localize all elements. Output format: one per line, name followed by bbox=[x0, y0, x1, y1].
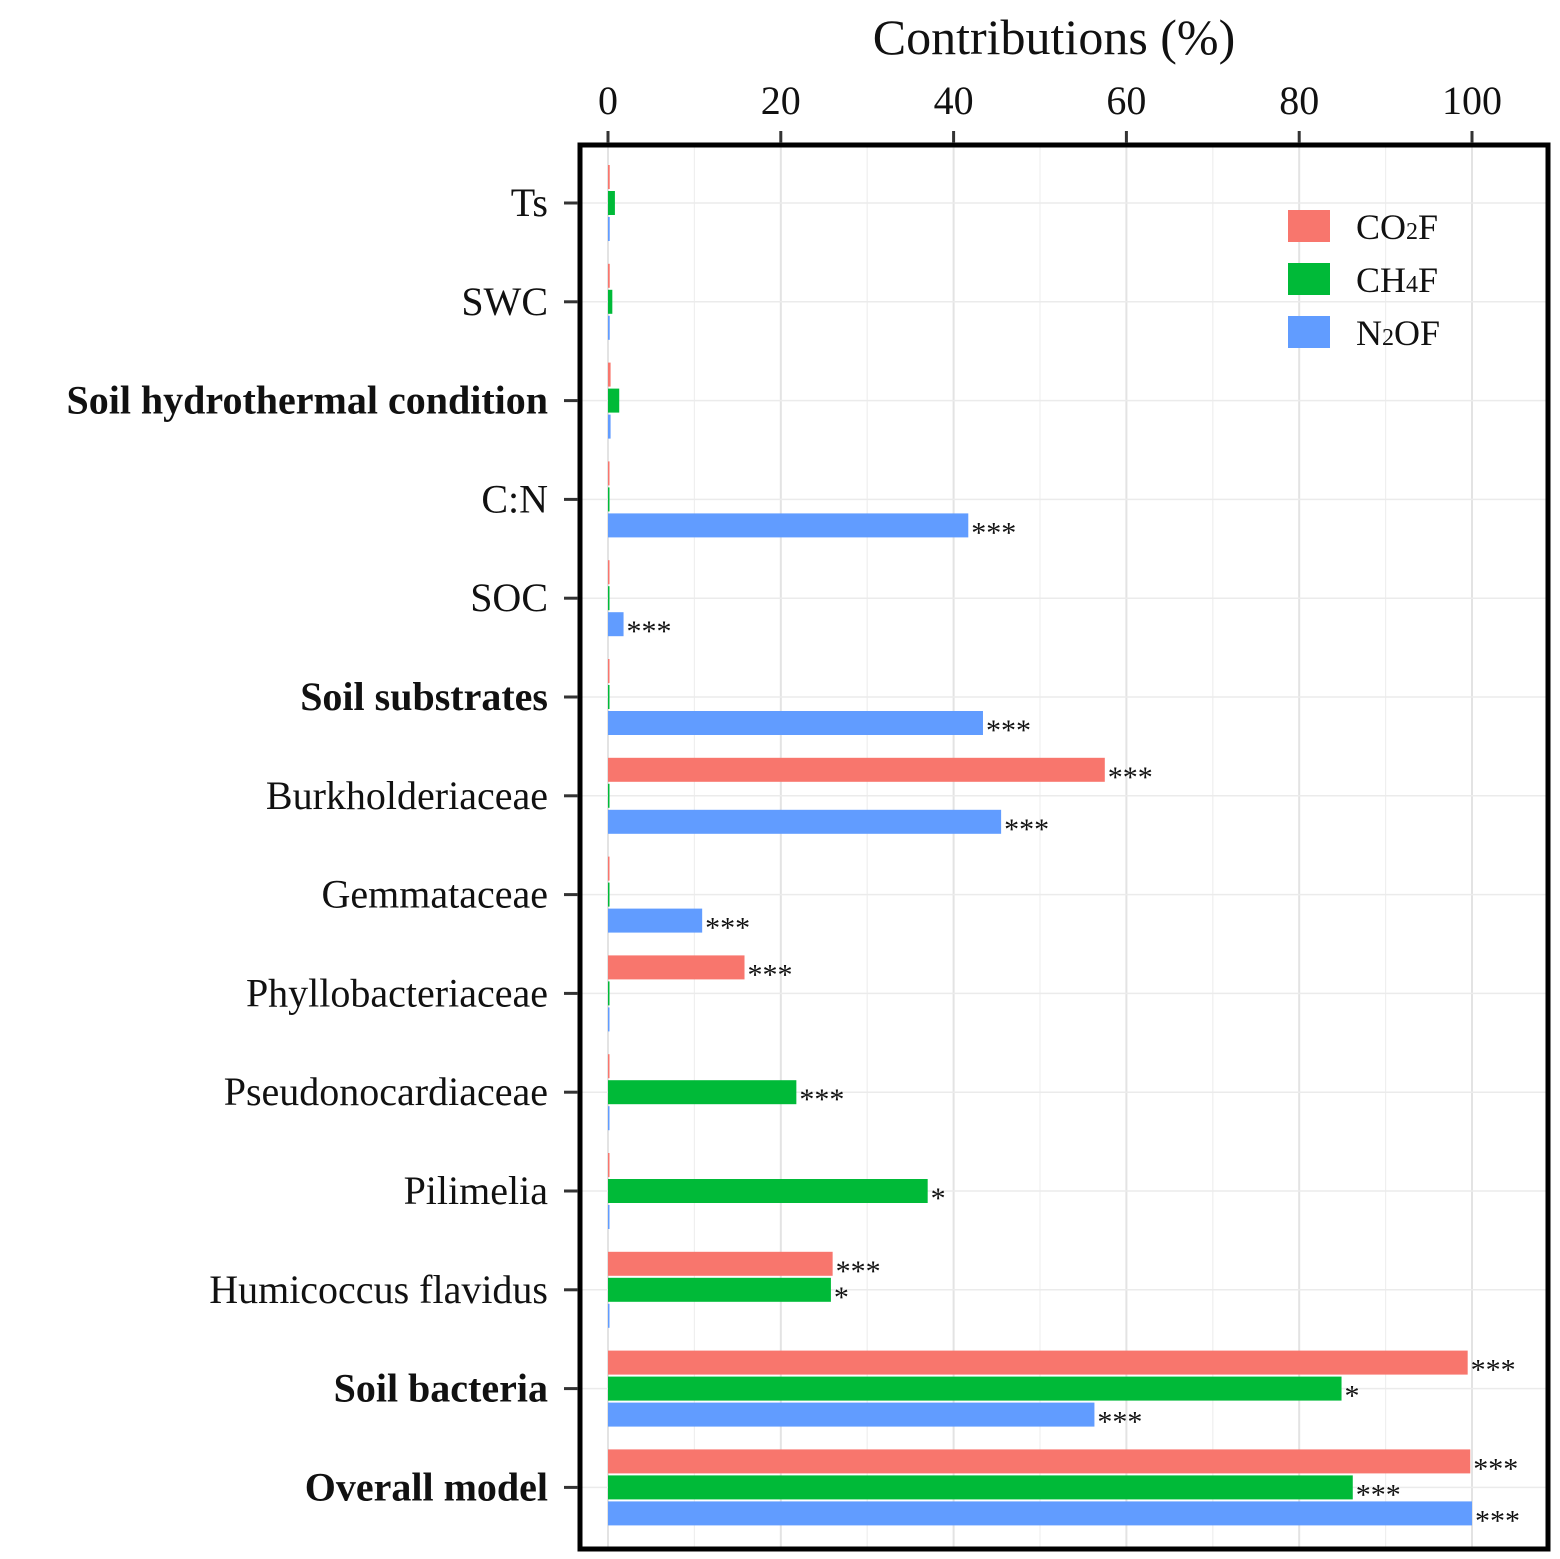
significance-label: *** bbox=[986, 714, 1031, 747]
category-label: Pseudonocardiaceae bbox=[224, 1069, 548, 1114]
bar-ch4f bbox=[608, 1277, 831, 1302]
legend-label: N2OF bbox=[1356, 313, 1440, 353]
significance-label: *** bbox=[1473, 1452, 1518, 1485]
bar-co2f bbox=[608, 757, 1105, 782]
bar-n2of bbox=[608, 217, 610, 241]
bar-co2f bbox=[608, 165, 610, 189]
category-label: Ts bbox=[511, 180, 548, 225]
legend-label: CH4F bbox=[1356, 260, 1438, 300]
bar-n2of bbox=[608, 1402, 1095, 1427]
bar-n2of bbox=[608, 809, 1002, 834]
bar-n2of bbox=[608, 513, 969, 538]
legend: CO2F CH4F N2OF bbox=[1288, 207, 1440, 353]
bar-ch4f bbox=[608, 289, 613, 314]
significance-label: *** bbox=[1097, 1406, 1142, 1439]
bar-ch4f bbox=[608, 1080, 797, 1105]
significance-label: *** bbox=[627, 615, 672, 648]
bar-n2of bbox=[608, 711, 983, 735]
significance-labels: ****************************************… bbox=[627, 516, 1520, 1537]
bar-co2f bbox=[608, 1251, 833, 1276]
legend-swatch bbox=[1288, 210, 1330, 242]
bar-n2of bbox=[608, 414, 611, 439]
bar-ch4f bbox=[608, 981, 610, 1006]
bar-n2of bbox=[608, 1501, 1472, 1526]
category-label: C:N bbox=[481, 476, 548, 521]
bar-co2f bbox=[608, 856, 610, 881]
bar-ch4f bbox=[608, 1179, 928, 1203]
bar-n2of bbox=[608, 1106, 610, 1131]
bar-ch4f bbox=[608, 388, 620, 413]
x-tick-label: 60 bbox=[1106, 78, 1146, 123]
x-tick-label: 20 bbox=[761, 78, 801, 123]
category-label: Phyllobacteriaceae bbox=[246, 970, 548, 1015]
bar-n2of bbox=[608, 612, 624, 637]
category-label: Soil bacteria bbox=[334, 1366, 548, 1411]
plot-panel-border bbox=[577, 142, 1551, 1552]
category-label: Humicoccus flavidus bbox=[209, 1267, 548, 1312]
x-tick-label: 40 bbox=[934, 78, 974, 123]
significance-label: *** bbox=[799, 1083, 844, 1116]
category-label: Soil substrates bbox=[300, 674, 548, 719]
significance-label: * bbox=[1345, 1380, 1360, 1413]
bar-co2f bbox=[608, 1449, 1471, 1474]
legend-swatch bbox=[1288, 263, 1330, 295]
category-label: SOC bbox=[470, 575, 548, 620]
category-label: Burkholderiaceae bbox=[266, 773, 548, 818]
bar-co2f bbox=[608, 362, 611, 387]
bar-ch4f bbox=[608, 882, 610, 907]
x-axis-ticks: 0 20 40 60 80 100 bbox=[598, 78, 1502, 143]
significance-label: *** bbox=[1475, 1504, 1520, 1537]
significance-label: *** bbox=[1108, 761, 1153, 794]
bar-ch4f bbox=[608, 685, 610, 709]
category-label: Gemmataceae bbox=[321, 872, 548, 917]
bar-co2f bbox=[608, 1054, 610, 1079]
bar-ch4f bbox=[608, 1475, 1353, 1500]
bar-n2of bbox=[608, 315, 610, 340]
bar-co2f bbox=[608, 1350, 1468, 1375]
category-label: Overall model bbox=[305, 1464, 548, 1509]
bar-ch4f bbox=[608, 1376, 1342, 1401]
bar-co2f bbox=[608, 263, 610, 288]
significance-label: *** bbox=[1356, 1478, 1401, 1511]
bar-co2f bbox=[608, 1153, 610, 1177]
category-label: SWC bbox=[461, 279, 548, 324]
bar-ch4f bbox=[608, 783, 610, 808]
bar-ch4f bbox=[608, 586, 610, 611]
significance-label: *** bbox=[836, 1255, 881, 1288]
x-tick-label: 100 bbox=[1442, 78, 1502, 123]
bar-ch4f bbox=[608, 487, 610, 512]
category-label: Soil hydrothermal condition bbox=[66, 378, 548, 423]
bars bbox=[608, 165, 1472, 1526]
bar-co2f bbox=[608, 560, 610, 585]
bar-n2of bbox=[608, 1007, 610, 1032]
bar-ch4f bbox=[608, 191, 615, 215]
significance-label: *** bbox=[1471, 1354, 1516, 1387]
category-label: Pilimelia bbox=[404, 1168, 549, 1213]
legend-label: CO2F bbox=[1356, 207, 1438, 247]
significance-label: * bbox=[834, 1281, 849, 1314]
significance-label: *** bbox=[748, 958, 793, 991]
significance-label: *** bbox=[705, 912, 750, 945]
bar-n2of bbox=[608, 1303, 610, 1328]
y-axis-ticks: Ts SWC Soil hydrothermal condition C:N SOC So… bbox=[66, 180, 578, 1509]
gridlines bbox=[580, 145, 1548, 1549]
x-tick-label: 80 bbox=[1279, 78, 1319, 123]
bar-co2f bbox=[608, 659, 610, 683]
significance-label: *** bbox=[971, 516, 1016, 549]
bar-n2of bbox=[608, 1205, 610, 1229]
bar-n2of bbox=[608, 908, 703, 933]
x-axis-title: Contributions (%) bbox=[873, 9, 1235, 65]
significance-label: * bbox=[931, 1182, 946, 1215]
significance-label: *** bbox=[1004, 813, 1049, 846]
legend-swatch bbox=[1288, 316, 1330, 348]
x-tick-label: 0 bbox=[598, 78, 618, 123]
bar-co2f bbox=[608, 955, 745, 980]
bar-co2f bbox=[608, 461, 610, 486]
